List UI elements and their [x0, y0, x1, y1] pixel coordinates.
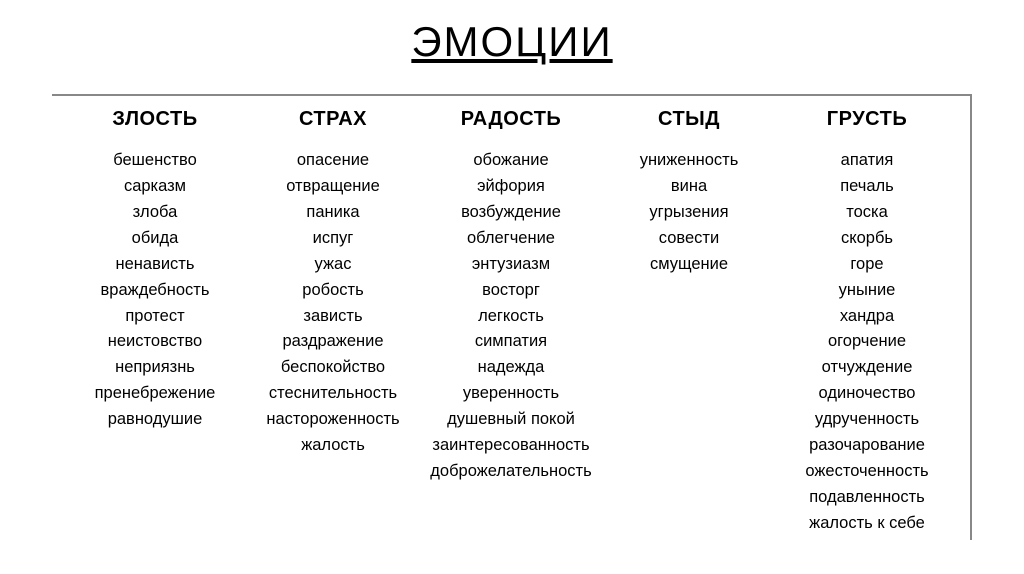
- list-item: разочарование: [809, 434, 925, 458]
- column-header: ГРУСТЬ: [827, 108, 907, 131]
- list-item: беспокойство: [281, 356, 385, 380]
- list-item: подавленность: [809, 486, 925, 510]
- list-item: униженность: [640, 149, 739, 173]
- list-item: раздражение: [282, 330, 383, 354]
- list-item: опасение: [297, 149, 369, 173]
- column-anger: ЗЛОСТЬ бешенство сарказм злоба обида нен…: [70, 108, 240, 536]
- emotions-table: ЗЛОСТЬ бешенство сарказм злоба обида нен…: [52, 94, 972, 540]
- list-item: ненависть: [116, 253, 195, 277]
- list-item: энтузиазм: [472, 253, 550, 277]
- list-item: пренебрежение: [95, 382, 216, 406]
- list-item: враждебность: [101, 279, 210, 303]
- column-header: СТЫД: [658, 108, 720, 131]
- column-header: СТРАХ: [299, 108, 367, 131]
- list-item: легкость: [478, 305, 544, 329]
- list-item: восторг: [482, 279, 540, 303]
- list-item: ужас: [315, 253, 352, 277]
- list-item: угрызения: [649, 201, 728, 225]
- list-item: печаль: [840, 175, 894, 199]
- column-header: ЗЛОСТЬ: [112, 108, 197, 131]
- list-item: огорчение: [828, 330, 906, 354]
- list-item: ожесточенность: [805, 460, 928, 484]
- column-items: бешенство сарказм злоба обида ненависть …: [95, 149, 216, 432]
- column-items: апатия печаль тоска скорбь горе уныние х…: [805, 149, 928, 536]
- list-item: заинтересованность: [432, 434, 589, 458]
- list-item: доброжелательность: [430, 460, 591, 484]
- list-item: настороженность: [266, 408, 399, 432]
- page-container: ЭМОЦИИ ЗЛОСТЬ бешенство сарказм злоба об…: [0, 0, 1024, 574]
- column-items: опасение отвращение паника испуг ужас ро…: [266, 149, 399, 458]
- column-items: униженность вина угрызения совести смуще…: [640, 149, 739, 277]
- column-shame: СТЫД униженность вина угрызения совести …: [604, 108, 774, 536]
- list-item: протест: [125, 305, 184, 329]
- list-item: уныние: [839, 279, 896, 303]
- list-item: симпатия: [475, 330, 547, 354]
- list-item: обожание: [473, 149, 548, 173]
- list-item: злоба: [133, 201, 178, 225]
- list-item: скорбь: [841, 227, 893, 251]
- list-item: отвращение: [286, 175, 380, 199]
- list-item: совести: [659, 227, 719, 251]
- list-item: уверенность: [463, 382, 559, 406]
- list-item: эйфория: [477, 175, 545, 199]
- list-item: апатия: [841, 149, 894, 173]
- list-item: равнодушие: [108, 408, 203, 432]
- list-item: зависть: [303, 305, 362, 329]
- columns-row: ЗЛОСТЬ бешенство сарказм злоба обида нен…: [70, 108, 952, 536]
- page-title: ЭМОЦИИ: [411, 18, 612, 66]
- list-item: вина: [671, 175, 707, 199]
- list-item: робость: [302, 279, 363, 303]
- list-item: горе: [850, 253, 883, 277]
- list-item: удрученность: [815, 408, 919, 432]
- list-item: обида: [132, 227, 179, 251]
- list-item: тоска: [846, 201, 888, 225]
- list-item: смущение: [650, 253, 728, 277]
- list-item: жалость: [301, 434, 365, 458]
- list-item: одиночество: [819, 382, 916, 406]
- list-item: облегчение: [467, 227, 555, 251]
- list-item: жалость к себе: [809, 512, 925, 536]
- list-item: бешенство: [113, 149, 197, 173]
- list-item: сарказм: [124, 175, 186, 199]
- list-item: неприязнь: [115, 356, 195, 380]
- column-items: обожание эйфория возбуждение облегчение …: [430, 149, 591, 484]
- column-header: РАДОСТЬ: [461, 108, 562, 131]
- column-joy: РАДОСТЬ обожание эйфория возбуждение обл…: [426, 108, 596, 536]
- list-item: надежда: [478, 356, 545, 380]
- list-item: отчуждение: [822, 356, 913, 380]
- list-item: испуг: [313, 227, 354, 251]
- list-item: душевный покой: [447, 408, 575, 432]
- list-item: хандра: [840, 305, 894, 329]
- list-item: паника: [306, 201, 359, 225]
- list-item: стеснительность: [269, 382, 397, 406]
- list-item: неистовство: [108, 330, 202, 354]
- column-sadness: ГРУСТЬ апатия печаль тоска скорбь горе у…: [782, 108, 952, 536]
- column-fear: СТРАХ опасение отвращение паника испуг у…: [248, 108, 418, 536]
- list-item: возбуждение: [461, 201, 561, 225]
